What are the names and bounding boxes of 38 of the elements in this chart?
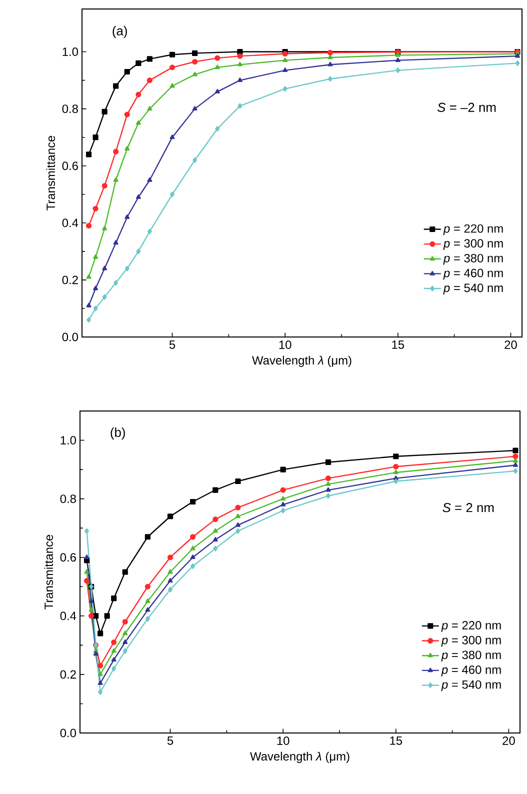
- x-tick-label: 5: [167, 736, 174, 745]
- x-tick-label: 15: [390, 736, 402, 745]
- y-tick-label: 0.2: [62, 276, 78, 284]
- x-tick-label: 20: [504, 340, 517, 349]
- y-tick-label: 0.4: [62, 218, 78, 228]
- legend-label: p = 220 nm: [443, 224, 503, 236]
- annotation: S = 2 nm: [442, 503, 494, 512]
- annotation: (b): [110, 428, 125, 440]
- legend-label: p = 300 nm: [441, 636, 501, 647]
- legend-label: p = 380 nm: [441, 650, 501, 662]
- x-tick-label: 10: [277, 736, 290, 745]
- legend-label: p = 380 nm: [443, 254, 503, 265]
- y-tick-label: 0.6: [62, 162, 78, 170]
- y-tick-label: 1.0: [62, 48, 78, 56]
- x-tick-label: 5: [169, 340, 176, 349]
- y-axis-title: Transmittance: [46, 136, 56, 210]
- x-axis-title: Wavelength λ (μm): [252, 356, 352, 367]
- y-tick-label: 0.4: [60, 612, 76, 620]
- annotation: (a): [112, 26, 127, 38]
- legend-label: p = 540 nm: [441, 680, 501, 692]
- y-tick-label: 0.8: [62, 104, 78, 114]
- annotation: S = –2 nm: [437, 102, 496, 112]
- legend-label: p = 220 nm: [441, 621, 501, 632]
- x-axis-title: Wavelength λ (μm): [250, 752, 350, 763]
- y-axis-title: Transmittance: [44, 534, 54, 610]
- y-tick-label: 0.6: [60, 553, 76, 562]
- legend-label: p = 460 nm: [441, 666, 501, 676]
- y-tick-label: 0.2: [60, 670, 76, 679]
- legend-label: p = 300 nm: [443, 239, 503, 250]
- legend-label: p = 460 nm: [443, 268, 503, 280]
- x-tick-label: 15: [392, 340, 404, 349]
- y-tick-label: 1.0: [60, 436, 76, 444]
- y-tick-label: 0.0: [60, 728, 76, 738]
- x-tick-label: 20: [502, 736, 515, 745]
- x-tick-label: 10: [279, 340, 292, 349]
- y-tick-label: 0.8: [60, 494, 76, 504]
- legend-label: p = 540 nm: [443, 284, 503, 294]
- y-tick-label: 0.0: [62, 332, 78, 342]
